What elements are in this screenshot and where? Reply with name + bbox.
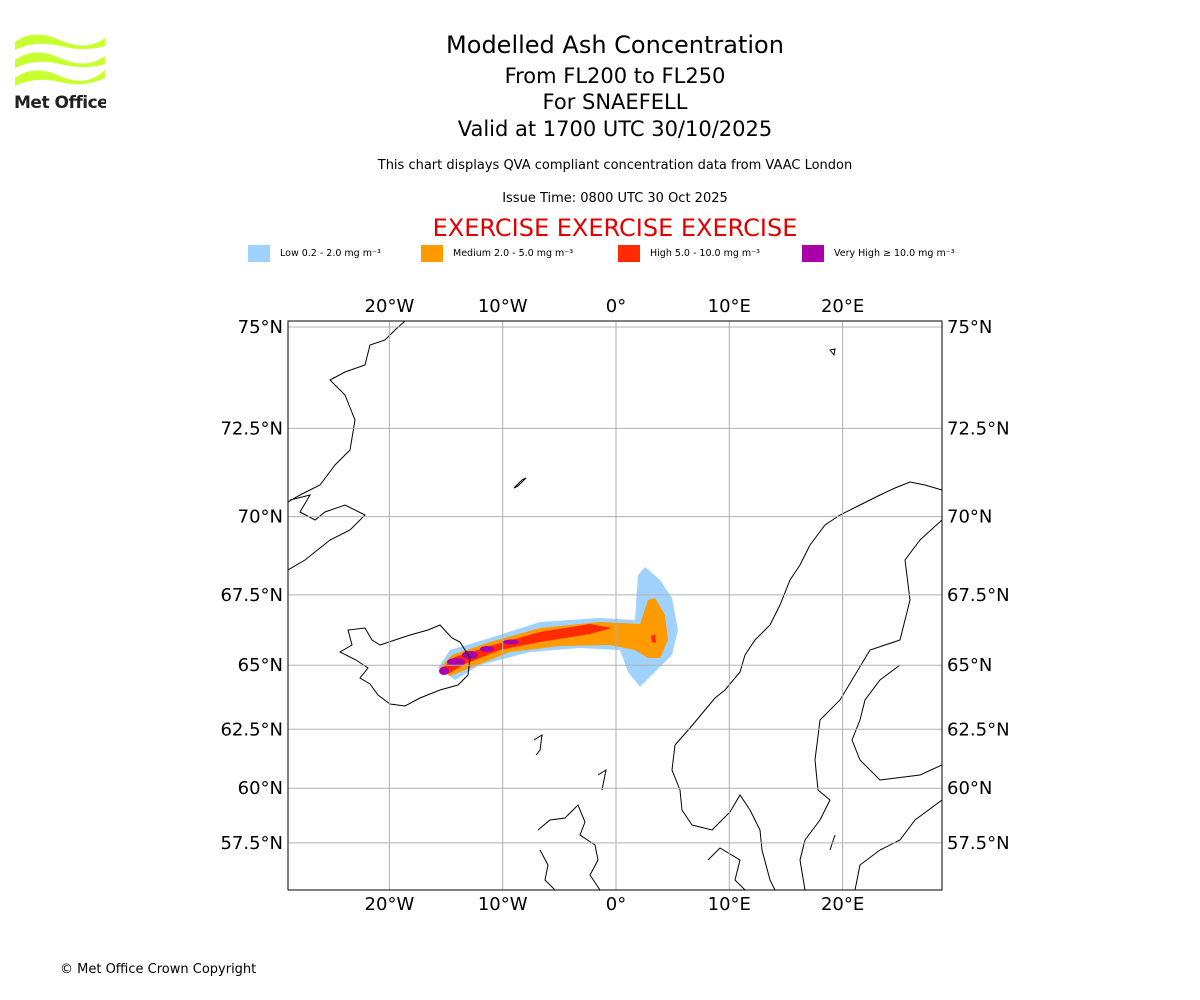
lat-tick-label: 72.5°N [220,418,283,439]
coast-sweden-finland [799,519,942,890]
issue-time: Issue Time: 0800 UTC 30 Oct 2025 [502,191,728,206]
coast-scotland [537,804,601,890]
lon-tick-label: 0° [606,894,626,915]
lat-tick-label: 70°N [947,507,992,528]
lon-tick-label: 0° [606,296,626,317]
coast-baltic [707,799,942,890]
coast-iceland [338,624,471,707]
coast-norway [671,481,942,890]
legend-swatch [421,245,443,262]
exercise-banner: EXERCISE EXERCISE EXERCISE [432,214,798,242]
legend-swatch [802,245,824,262]
legend-item-low: Low 0.2 - 2.0 mg m⁻³ [248,245,381,262]
coast-greenland [288,321,406,571]
lat-tick-label: 75°N [238,317,283,338]
flight-levels: From FL200 to FL250 [504,64,726,88]
lon-tick-label: 20°W [365,296,415,317]
lon-tick-label: 20°E [821,296,864,317]
lat-tick-label: 75°N [947,317,992,338]
plume-very-high [439,639,519,675]
lat-tick-label: 62.5°N [220,719,283,740]
met-office-logo: Met Office [14,30,109,116]
plume-high-spot [651,634,656,643]
chart-title: Modelled Ash Concentration [446,31,784,59]
graticule [288,321,942,890]
lon-tick-label: 10°E [708,296,751,317]
lon-tick-label: 20°E [821,894,864,915]
map-frame [287,320,943,891]
coastlines [288,321,942,890]
legend-swatch [248,245,270,262]
lat-tick-label: 57.5°N [947,833,1010,854]
lat-tick-label: 72.5°N [947,418,1010,439]
legend-item-high: High 5.0 - 10.0 mg m⁻³ [618,245,760,262]
plume-high [442,624,612,674]
ash-plume [438,567,678,687]
lon-tick-label: 10°E [708,894,751,915]
coast-faroe [533,734,543,756]
lat-tick-label: 60°N [947,778,992,799]
coast-bear-island [829,348,836,357]
map-area [288,321,942,890]
logo-waves-icon: Met Office [14,34,109,113]
lat-tick-label: 62.5°N [947,719,1010,740]
coast-shetland [597,768,607,791]
lat-tick-label: 57.5°N [220,833,283,854]
svg-text:Met Office: Met Office [14,93,106,112]
lat-tick-label: 70°N [238,507,283,528]
lon-tick-label: 10°W [478,296,528,317]
volcano-name: For SNAEFELL [542,90,688,114]
lon-tick-label: 10°W [478,894,528,915]
axis-labels: 20°W 20°W 10°W 10°W 0° 0° 10°E 10°E 20°E 20°E 75°N… [220,296,1009,915]
coast-jan-mayen [513,477,527,489]
legend-item-medium: Medium 2.0 - 5.0 mg m⁻³ [421,245,573,262]
legend-item-very-high: Very High ≥ 10.0 mg m⁻³ [802,245,955,262]
valid-time: Valid at 1700 UTC 30/10/2025 [457,117,773,141]
lat-tick-label: 60°N [238,778,283,799]
lat-tick-label: 67.5°N [947,585,1010,606]
lat-tick-label: 67.5°N [220,585,283,606]
subtitle: This chart displays QVA compliant concen… [377,158,853,173]
lat-tick-label: 65°N [238,655,283,676]
lon-tick-label: 20°W [365,894,415,915]
lat-tick-label: 65°N [947,655,992,676]
copyright: © Met Office Crown Copyright [60,962,257,977]
legend-swatch [618,245,640,262]
